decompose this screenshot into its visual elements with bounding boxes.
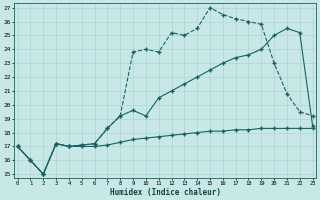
X-axis label: Humidex (Indice chaleur): Humidex (Indice chaleur) — [109, 188, 220, 197]
